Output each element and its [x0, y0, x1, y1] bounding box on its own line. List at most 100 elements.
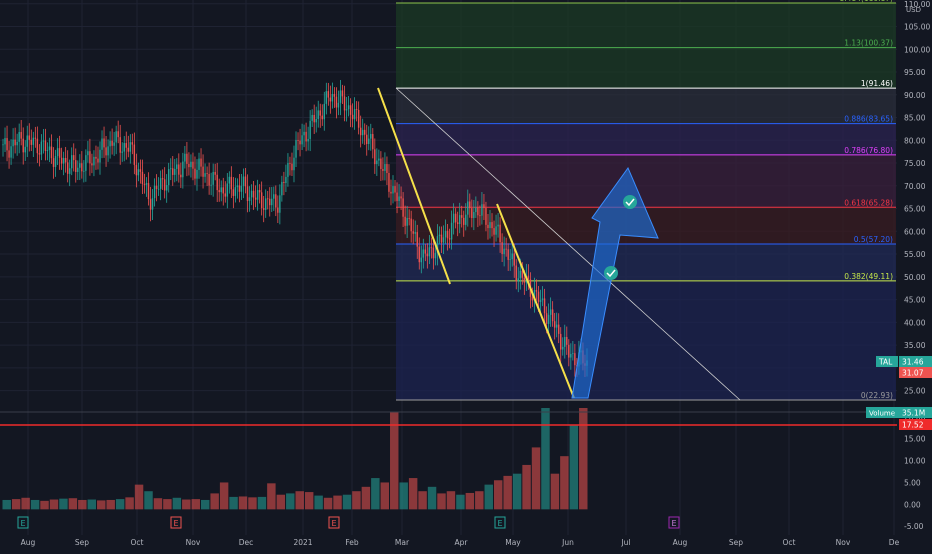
- candle-body: [71, 155, 73, 169]
- earnings-marker[interactable]: [494, 516, 506, 529]
- candle-body: [450, 222, 453, 240]
- candle-body: [107, 146, 109, 156]
- time-tick-label: Nov: [186, 538, 201, 547]
- volume-bar: [418, 491, 427, 510]
- candle-body: [515, 265, 517, 282]
- candle-body: [368, 138, 370, 144]
- volume-bar: [172, 497, 182, 510]
- candle-body: [535, 290, 538, 292]
- candle-body: [541, 298, 544, 301]
- candle-body: [400, 196, 402, 199]
- check-icon-lower: [604, 266, 618, 280]
- check-icon-upper: [623, 195, 637, 209]
- candle-body: [384, 164, 386, 171]
- candle-body: [105, 147, 107, 156]
- candle-body: [343, 96, 346, 111]
- earnings-marker[interactable]: [328, 516, 340, 529]
- volume-bar: [446, 491, 456, 510]
- fib-zone: [396, 154, 896, 208]
- candle-body: [477, 207, 479, 216]
- candle-body: [341, 90, 344, 97]
- candle-body: [564, 336, 566, 347]
- candle-body: [489, 222, 491, 229]
- candles: [2, 79, 588, 378]
- volume-bar: [276, 494, 286, 510]
- volume-bar: [314, 495, 323, 510]
- candle-body: [370, 134, 372, 139]
- candle-body: [521, 270, 524, 278]
- candle-body: [214, 171, 216, 175]
- candle-body: [469, 201, 471, 209]
- time-axis[interactable]: Aug Sep Oct Nov Dec 2021 Feb Mar Apr May Jun Jul Aug…: [21, 538, 900, 547]
- volume-bar: [380, 482, 390, 510]
- candle-body: [176, 164, 178, 169]
- candle-body: [374, 149, 376, 165]
- volume-bar: [493, 480, 503, 510]
- time-tick-label: Jun: [561, 538, 574, 547]
- price-tick-label: 110.00: [904, 0, 930, 9]
- candle-body: [271, 198, 273, 206]
- volume-tick-label: 10.00: [904, 457, 926, 466]
- candle-body: [66, 162, 69, 174]
- candle-body: [44, 140, 47, 151]
- candle-body: [236, 185, 239, 188]
- volume-bar: [144, 491, 153, 510]
- volume-tag-label: Volume: [869, 410, 895, 418]
- candle-body: [279, 195, 281, 213]
- candle-body: [145, 183, 148, 185]
- candle-body: [242, 176, 245, 186]
- earnings-marker-label: E: [332, 519, 337, 528]
- candle-body: [408, 217, 410, 219]
- earnings-marker-label: E: [21, 519, 26, 528]
- candle-body: [442, 237, 445, 243]
- candle-body: [40, 141, 43, 155]
- candle-body: [456, 222, 459, 225]
- volume-bar: [267, 483, 276, 510]
- time-tick-label: Oct: [783, 538, 796, 547]
- candle-body: [170, 168, 172, 170]
- candle-body: [460, 215, 463, 218]
- candle-body: [22, 138, 24, 153]
- candle-body: [238, 185, 241, 192]
- candle-body: [26, 135, 28, 147]
- earnings-marker-future[interactable]: [668, 516, 680, 529]
- volume-bar: [531, 447, 541, 510]
- candle-body: [539, 300, 542, 302]
- volume-bar: [229, 496, 238, 510]
- volume-bar: [238, 496, 248, 510]
- price-tick-label: 25.00: [904, 387, 926, 396]
- fib-zone: [396, 88, 896, 124]
- time-tick-label: Oct: [131, 538, 144, 547]
- fib-zones: [396, 3, 896, 400]
- price-axis[interactable]: 110.00 105.00 100.00 95.00 90.00 85.00 80.00 75…: [904, 0, 930, 396]
- candle-body: [568, 344, 570, 358]
- candle-body: [305, 131, 307, 142]
- candle-body: [224, 193, 226, 197]
- candle-body: [131, 142, 134, 145]
- candle-body: [269, 198, 271, 206]
- candle-body: [557, 324, 560, 334]
- candle-body: [359, 127, 362, 136]
- candle-body: [64, 158, 67, 163]
- price-tick-label: 65.00: [904, 205, 926, 214]
- earnings-marker-label: E: [174, 519, 179, 528]
- candle-body: [83, 170, 85, 172]
- overlays: [0, 87, 897, 426]
- time-tick-label: Sep: [75, 538, 89, 547]
- candle-body: [301, 135, 303, 145]
- candle-body: [471, 208, 473, 219]
- candle-body: [135, 164, 138, 176]
- candle-body: [155, 185, 158, 190]
- candle-body: [339, 90, 342, 103]
- earnings-marker[interactable]: [170, 516, 182, 529]
- candle-body: [481, 204, 483, 216]
- volume-bar: [295, 491, 304, 510]
- volume-bar: [49, 499, 59, 510]
- earnings-marker[interactable]: [17, 516, 29, 529]
- volume-bar: [191, 499, 200, 510]
- volume-bar: [182, 499, 191, 510]
- candle-body: [386, 164, 388, 173]
- candle-body: [52, 158, 55, 167]
- volume-bar: [210, 493, 219, 510]
- candle-body: [361, 129, 364, 136]
